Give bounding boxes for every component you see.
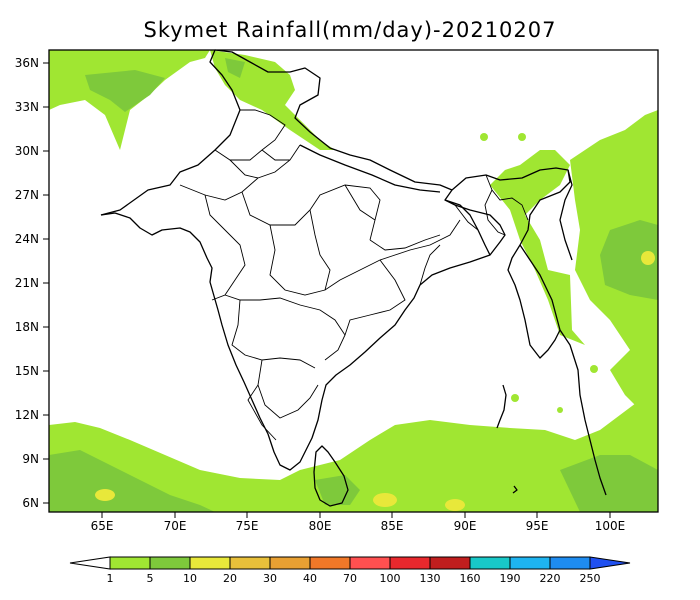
myanmar-border bbox=[519, 244, 607, 496]
lat-label: 18N bbox=[15, 320, 39, 334]
lat-ticks bbox=[43, 62, 49, 504]
lat-label: 24N bbox=[15, 232, 39, 246]
rain-area-himalaya bbox=[210, 50, 335, 150]
colorbar-label: 5 bbox=[147, 572, 154, 585]
colorbar-swatch bbox=[229, 556, 271, 570]
lon-label: 70E bbox=[164, 519, 187, 533]
rain-area-south bbox=[49, 395, 658, 512]
lat-label: 9N bbox=[22, 452, 39, 466]
colorbar-swatch bbox=[389, 556, 431, 570]
rainfall-shading bbox=[49, 50, 658, 512]
colorbar-label: 250 bbox=[580, 572, 601, 585]
lat-label: 15N bbox=[15, 364, 39, 378]
lon-label: 100E bbox=[595, 519, 626, 533]
lon-label: 75E bbox=[236, 519, 259, 533]
colorbar-label: 40 bbox=[303, 572, 317, 585]
colorbar-label: 1 bbox=[107, 572, 114, 585]
colorbar-right-arrow bbox=[589, 556, 631, 570]
colorbar: 1 5 10 20 30 40 70 100 130 160 190 220 250 bbox=[69, 556, 631, 585]
colorbar-swatch bbox=[309, 556, 351, 570]
lat-label: 33N bbox=[15, 100, 39, 114]
lat-label: 21N bbox=[15, 276, 39, 290]
andaman-islands bbox=[496, 384, 507, 429]
lon-label: 90E bbox=[454, 519, 477, 533]
lat-label: 12N bbox=[15, 408, 39, 422]
colorbar-swatch bbox=[549, 556, 591, 570]
india-outline bbox=[100, 167, 571, 471]
colorbar-swatch bbox=[269, 556, 311, 570]
lon-label: 65E bbox=[91, 519, 114, 533]
colorbar-swatch bbox=[149, 556, 191, 570]
colorbar-label: 70 bbox=[343, 572, 357, 585]
lon-ticks bbox=[101, 512, 611, 518]
colorbar-swatch bbox=[189, 556, 231, 570]
colorbar-swatch bbox=[109, 556, 151, 570]
country-outlines bbox=[100, 49, 607, 507]
bangladesh-border bbox=[444, 199, 491, 256]
colorbar-left-arrow bbox=[69, 556, 111, 570]
north-border bbox=[100, 49, 453, 216]
lat-labels: 36N 33N 30N 27N 24N 21N 18N 15N 12N 9N 6… bbox=[15, 56, 39, 510]
nepal-border bbox=[299, 144, 441, 193]
lon-label: 95E bbox=[526, 519, 549, 533]
colorbar-label: 130 bbox=[420, 572, 441, 585]
colorbar-label: 20 bbox=[223, 572, 237, 585]
colorbar-swatch bbox=[509, 556, 551, 570]
colorbar-label: 220 bbox=[540, 572, 561, 585]
srilanka-outline bbox=[313, 445, 349, 507]
lat-label: 6N bbox=[22, 496, 39, 510]
colorbar-swatch bbox=[349, 556, 391, 570]
myanmar-east bbox=[559, 169, 573, 261]
lon-label: 85E bbox=[381, 519, 404, 533]
colorbar-label: 160 bbox=[460, 572, 481, 585]
colorbar-label: 30 bbox=[263, 572, 277, 585]
lat-label: 27N bbox=[15, 188, 39, 202]
colorbar-label: 100 bbox=[380, 572, 401, 585]
colorbar-label: 10 bbox=[183, 572, 197, 585]
lon-label: 80E bbox=[309, 519, 332, 533]
map-frame bbox=[48, 49, 659, 513]
colorbar-swatch bbox=[429, 556, 471, 570]
lat-label: 30N bbox=[15, 144, 39, 158]
colorbar-label: 190 bbox=[500, 572, 521, 585]
lon-labels: 65E 70E 75E 80E 85E 90E 95E 100E bbox=[91, 519, 626, 533]
state-outlines bbox=[179, 109, 529, 441]
lat-label: 36N bbox=[15, 56, 39, 70]
chart-title: Skymet Rainfall(mm/day)-20210207 bbox=[143, 18, 557, 42]
colorbar-swatch bbox=[469, 556, 511, 570]
